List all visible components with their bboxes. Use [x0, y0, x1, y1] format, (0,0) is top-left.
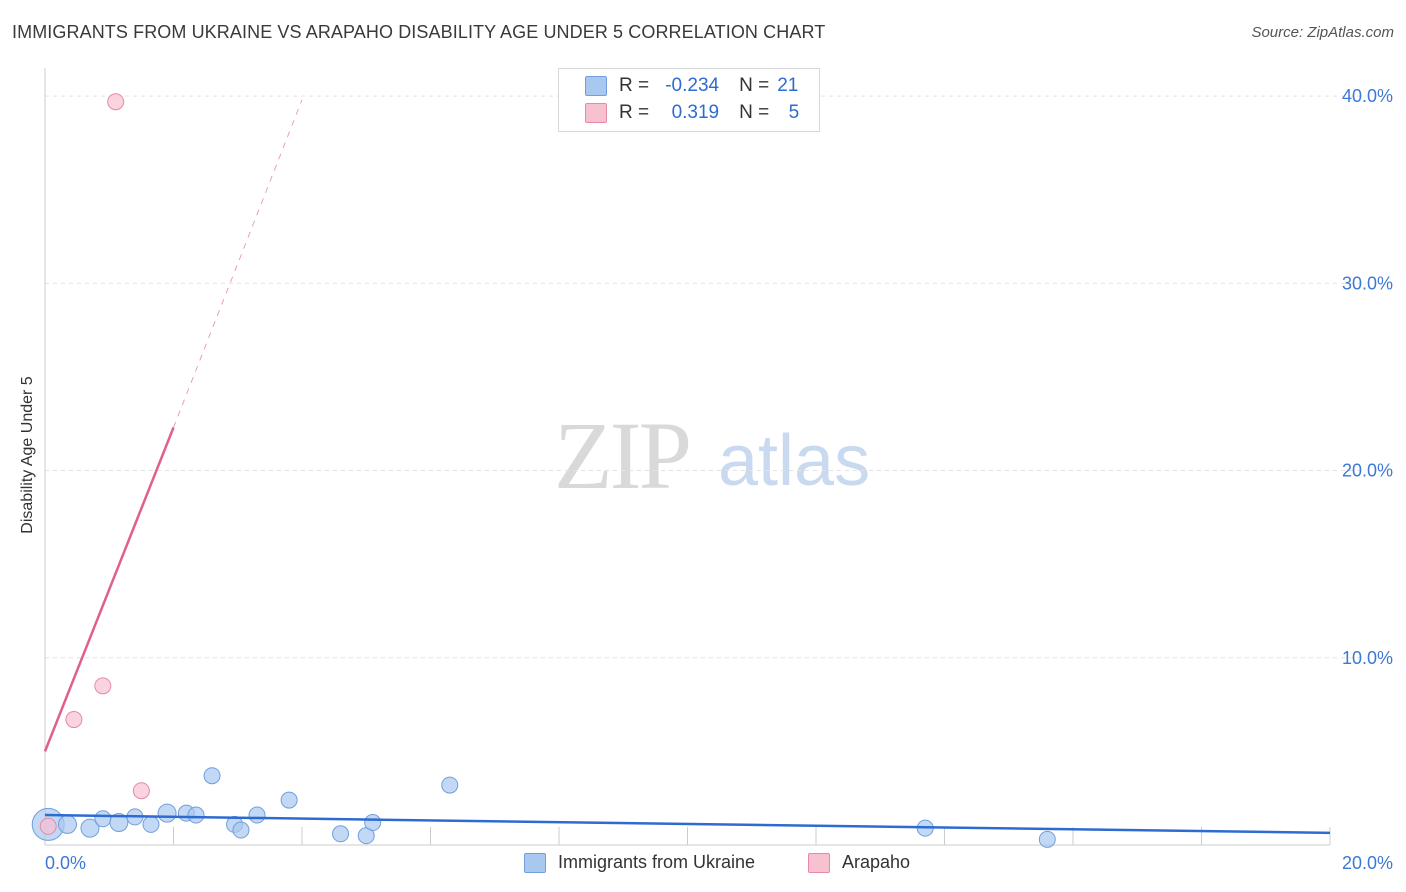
stats-row-arapaho: R = 0.319 N = 5	[585, 101, 799, 125]
chart-title: IMMIGRANTS FROM UKRAINE VS ARAPAHO DISAB…	[12, 22, 826, 42]
n-label: N =	[739, 102, 770, 123]
arapaho-swatch	[585, 103, 607, 123]
watermark-atlas: atlas	[718, 421, 871, 501]
ukraine-point	[441, 776, 459, 794]
ukraine-point	[187, 806, 205, 824]
source-label: Source: ZipAtlas.com	[1251, 24, 1394, 41]
ukraine-trend-line	[44, 813, 1331, 835]
ukraine-point	[232, 821, 250, 839]
arapaho-trend-line	[43, 427, 175, 752]
y-tick-label: 20.0%	[1342, 461, 1393, 481]
ukraine-point	[364, 814, 382, 832]
ukraine-swatch	[585, 76, 607, 96]
n-label: N =	[739, 75, 770, 96]
ukraine-point	[280, 791, 298, 809]
arapaho-point	[94, 677, 112, 695]
y-tick-label: 30.0%	[1342, 273, 1393, 293]
legend-item-ukraine[interactable]: Immigrants from Ukraine	[524, 852, 755, 873]
legend-label-ukraine: Immigrants from Ukraine	[558, 852, 756, 872]
ukraine-point	[57, 814, 77, 834]
stats-row-ukraine: R = -0.234 N = 21	[585, 74, 798, 98]
r-value: 0.319	[671, 102, 720, 123]
legend-label-arapaho: Arapaho	[842, 852, 911, 872]
arapaho-trend-extension	[173, 99, 303, 428]
n-value: 21	[777, 75, 799, 96]
ukraine-point	[109, 813, 129, 833]
ukraine-point	[157, 803, 177, 823]
ukraine-legend-swatch	[524, 852, 546, 873]
ukraine-point	[248, 806, 266, 824]
arapaho-point	[65, 711, 83, 729]
arapaho-point	[132, 782, 150, 800]
series-legend: Immigrants from Ukraine Arapaho	[0, 852, 1406, 876]
legend-item-arapaho[interactable]: Arapaho	[808, 852, 910, 873]
r-value: -0.234	[665, 75, 720, 96]
ukraine-point	[94, 810, 112, 828]
ukraine-point	[203, 767, 221, 785]
r-label: R =	[619, 102, 650, 123]
x-tick-label: 20.0%	[1342, 853, 1393, 873]
y-tick-label: 10.0%	[1342, 648, 1393, 668]
arapaho-point	[39, 817, 57, 835]
arapaho-point	[107, 93, 125, 111]
n-value: 5	[788, 102, 800, 123]
ukraine-point	[80, 818, 100, 838]
arapaho-legend-swatch	[808, 852, 830, 873]
ukraine-point	[332, 825, 350, 843]
y-tick-label: 40.0%	[1342, 86, 1393, 106]
ukraine-point	[1038, 830, 1056, 848]
watermark-zip: ZIP	[554, 402, 692, 509]
ukraine-point	[142, 815, 160, 833]
stats-legend: R = -0.234 N = 21 R = 0.319 N = 5	[558, 68, 820, 132]
r-label: R =	[619, 75, 650, 96]
x-tick-label: 0.0%	[45, 853, 86, 873]
